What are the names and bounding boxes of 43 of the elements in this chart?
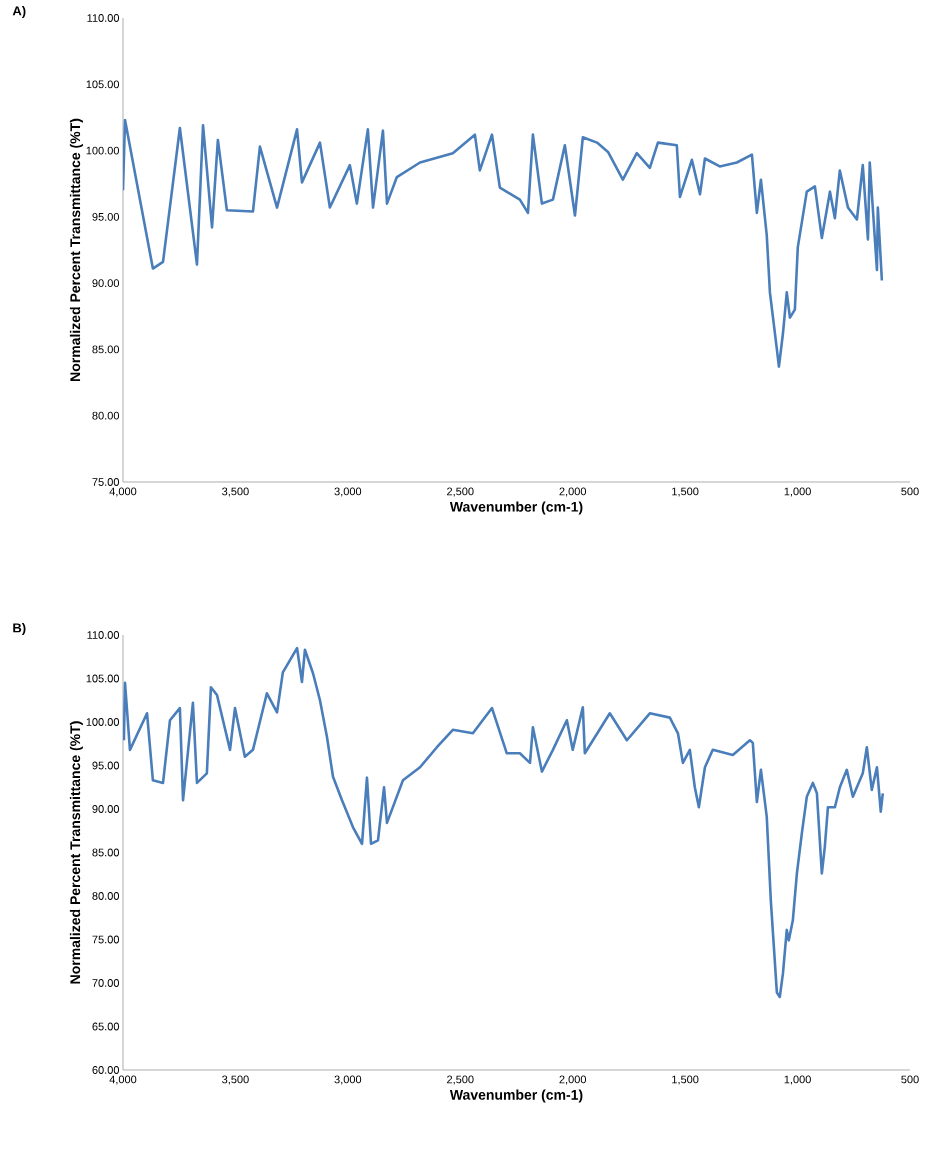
x-tick-label: 4,000: [109, 1075, 137, 1085]
y-tick-label: 110.00: [87, 14, 120, 22]
x-tick-label: 2,000: [559, 487, 587, 497]
y-tick-label: 90.00: [92, 805, 120, 813]
x-tick-label: 3,000: [334, 1075, 362, 1085]
y-tick-label: 75.00: [92, 478, 120, 486]
y-tick-label: 100.00: [86, 718, 120, 726]
x-tick-label: 3,500: [222, 1075, 249, 1085]
y-tick-label: 85.00: [92, 345, 120, 354]
y-tick-label: 75.00: [92, 935, 120, 944]
y-axis-title: Normalized Percent Transmittance (%T): [69, 118, 83, 381]
x-tick-label: 1,500: [672, 1075, 699, 1085]
y-tick-label: 105.00: [86, 80, 120, 89]
line-series: [122, 646, 885, 999]
y-tick-label: 95.00: [92, 761, 120, 770]
x-tick-label: 2,500: [447, 487, 474, 497]
x-axis-title: Wavenumber (cm-1): [449, 501, 583, 515]
y-tick-label: 60.00: [92, 1066, 120, 1074]
y-tick-label: 100.00: [86, 146, 120, 155]
x-tick-label: 3,500: [222, 487, 249, 497]
y-tick-label: 105.00: [86, 674, 120, 683]
y-tick-label: 90.00: [92, 279, 120, 288]
y-tick-label: 65.00: [92, 1022, 120, 1031]
x-tick-label: 2,000: [559, 1075, 587, 1085]
chart-title: B): [13, 622, 26, 636]
x-tick-label: 1,000: [784, 487, 811, 497]
x-tick-label: 500: [901, 1075, 919, 1084]
x-tick-label: 1,000: [784, 1075, 811, 1085]
y-axis-title: Normalized Percent Transmittance (%T): [69, 721, 83, 984]
y-tick-label: 80.00: [92, 411, 120, 420]
y-tick-label: 95.00: [92, 212, 120, 221]
y-tick-label: 85.00: [92, 848, 120, 857]
y-tick-label: 110.00: [87, 631, 120, 639]
y-tick-label: 80.00: [92, 892, 120, 900]
x-tick-label: 2,500: [447, 1075, 474, 1085]
x-tick-label: 500: [901, 487, 919, 496]
line-series: [122, 118, 884, 368]
x-tick-label: 4,000: [109, 487, 137, 497]
x-tick-label: 3,000: [334, 487, 362, 497]
x-tick-label: 1,500: [672, 487, 699, 497]
x-axis-title: Wavenumber (cm-1): [449, 1089, 583, 1103]
y-tick-label: 70.00: [92, 979, 120, 987]
chart-title: A): [12, 5, 26, 19]
